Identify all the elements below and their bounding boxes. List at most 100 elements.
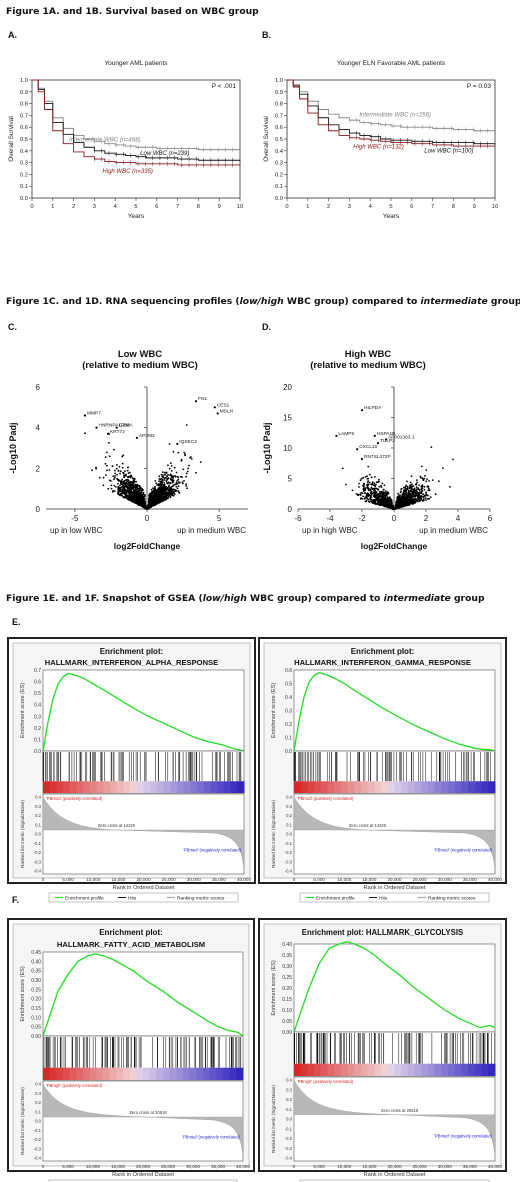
data-point [112,475,115,477]
data-point [110,484,113,487]
data-point [163,479,166,481]
data-point [407,495,409,498]
labeled-point [384,438,388,441]
data-point [131,477,134,480]
x-axis-label: Years [383,213,400,220]
point-label: HILPDA [364,405,382,411]
x-tick-label: 5,000 [62,1164,74,1169]
data-point [108,469,111,471]
data-point [357,494,359,497]
data-point [368,489,371,492]
data-point [157,495,160,498]
gsea-panel-f1: Enrichment plot: HALLMARK_FATTY_ACID_META… [7,918,255,1182]
data-point [185,485,187,487]
data-point [351,489,354,492]
data-point [106,469,108,472]
x-tick-label: 30,000 [438,1164,452,1169]
data-point [127,482,129,485]
point-label: HSPA1B [377,431,396,437]
data-point [412,485,415,487]
color-bar-segment [156,1067,164,1080]
x-tick-label: 15,000 [111,877,125,882]
data-point [171,481,174,484]
data-point [421,489,423,492]
x-tick-label: 6 [410,204,413,210]
data-point [374,476,376,478]
metric-y-tick-label: -0.3 [34,859,42,864]
y-tick-label: 15 [283,414,292,423]
x-tick-label: 10,000 [337,1164,351,1169]
x-tick-label: 25,000 [413,1164,427,1169]
title-italic: low/high [239,296,284,307]
color-bar-segment [294,781,302,793]
color-bar-segment [203,1067,211,1080]
gsea-title-line2: HALLMARK_INTERFERON_GAMMA_RESPONSE [294,658,471,667]
data-point [162,484,165,486]
data-point [358,482,360,485]
data-point [403,495,405,498]
data-point [125,481,128,484]
data-point [175,471,178,474]
data-point [167,473,170,476]
y-tick-label: 1.0 [20,78,28,84]
data-point [157,487,160,490]
data-point [132,489,135,492]
y-tick-label: 0.1 [275,184,283,190]
metric-y-axis-label: Ranked list metric (Signal2Noise) [271,800,276,868]
x-tick-label: 2 [327,204,330,210]
data-point [389,496,391,498]
color-bar-segment [300,781,308,793]
data-point [134,483,137,486]
metric-y-tick-label: -0.1 [34,841,42,846]
data-point [368,473,371,476]
data-point [138,490,140,493]
data-point [125,479,128,482]
y-tick-label: 0.2 [20,172,28,178]
color-bar-segment [307,1063,315,1076]
point-label: CES1 [217,402,230,408]
color-bar-segment [230,781,238,793]
data-point [414,497,416,500]
data-point [426,478,428,480]
color-bar-segment [123,781,131,793]
data-point [152,487,154,490]
chart-title: Younger AML patients [104,60,168,67]
color-bar-segment [96,1067,104,1080]
point-label: CXCL10 [359,444,377,450]
metric-y-tick-label: -0.2 [285,850,293,855]
es-y-axis-label: Enrichment score (ES) [20,683,26,738]
data-point [358,486,360,488]
labeled-point [335,434,338,437]
title-text: group [450,593,485,604]
data-point [421,500,424,502]
data-point [155,495,158,497]
data-point [396,500,398,503]
color-bar-segment [183,1067,191,1080]
data-point [116,473,118,476]
data-point [424,497,427,499]
negative-correlation-label: 'PBmed' (negatively correlated) [182,1135,241,1140]
metric-y-tick-label: -0.2 [285,1136,293,1141]
color-bar-segment [461,781,469,793]
labeled-point [115,426,118,429]
data-point [113,485,116,487]
data-point [399,491,402,494]
negative-correlation-label: 'PBmed' (negatively correlated) [183,848,242,853]
x-tick-label: 35,000 [212,877,226,882]
data-point [177,478,180,481]
point-label: RN7SL472P [364,454,391,460]
data-point [159,486,162,488]
x-tick-label: 20,000 [387,877,401,882]
data-point [427,487,430,490]
color-bar-segment [143,781,151,793]
x-axis-label: Rank in Ordered Dataset [364,885,426,891]
color-bar-segment [43,1067,51,1080]
data-point [425,493,428,496]
data-point [409,481,412,484]
color-bar-segment [394,1063,402,1076]
color-bar-segment [136,781,144,793]
x-tick-label: 40,000 [488,1164,502,1169]
data-point [130,492,133,495]
data-point [442,467,444,469]
color-bar-segment [428,781,436,793]
